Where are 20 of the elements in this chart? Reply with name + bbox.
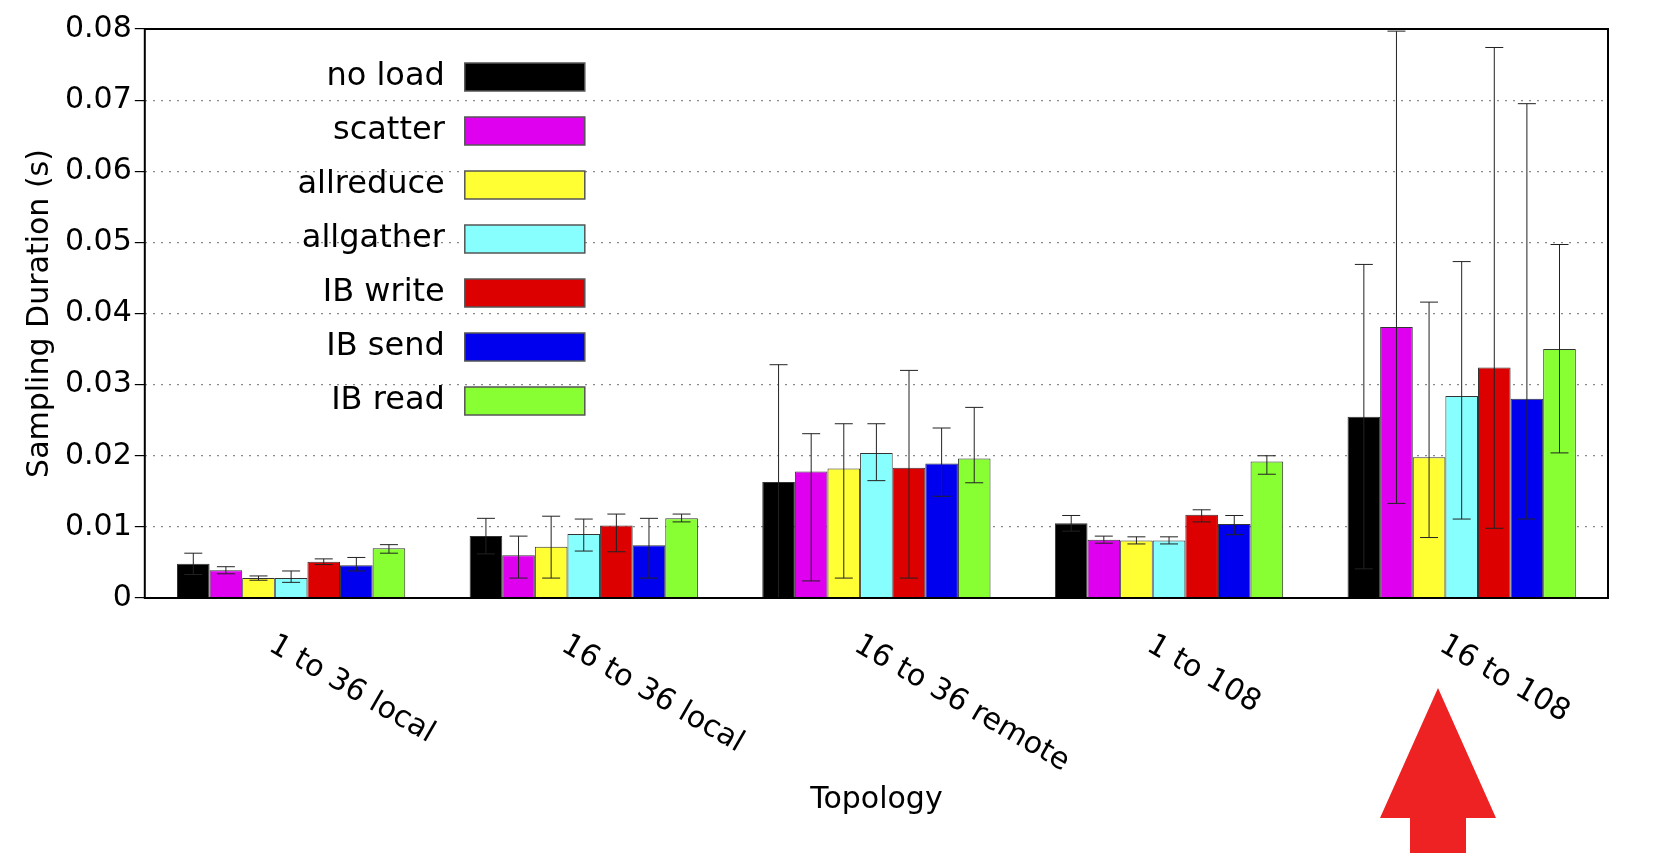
y-tick-label: 0.01 — [65, 506, 132, 542]
y-axis-title: Sampling Duration (s) — [19, 149, 55, 478]
legend-label: scatter — [332, 109, 446, 148]
legend-label: IB write — [322, 271, 445, 310]
x-tick-label: 16 to 108 — [1434, 625, 1577, 729]
legend-label: allgather — [301, 217, 446, 256]
legend-label: no load — [326, 55, 445, 94]
x-axis-title: Topology — [809, 779, 943, 815]
legend-label: IB send — [326, 325, 445, 364]
y-tick-label: 0.08 — [65, 8, 132, 44]
y-tick-label: 0.04 — [65, 293, 132, 329]
y-tick-label: 0 — [112, 577, 132, 613]
x-tick-label: 1 to 108 — [1141, 625, 1268, 719]
y-tick-label: 0.03 — [65, 364, 132, 400]
y-tick-label: 0.02 — [65, 435, 132, 471]
legend-label: allreduce — [297, 163, 445, 202]
y-tick-label: 0.05 — [65, 222, 132, 258]
y-tick-label: 0.06 — [65, 151, 132, 187]
legend-label: IB read — [331, 379, 445, 418]
y-tick-label: 0.07 — [65, 79, 132, 115]
